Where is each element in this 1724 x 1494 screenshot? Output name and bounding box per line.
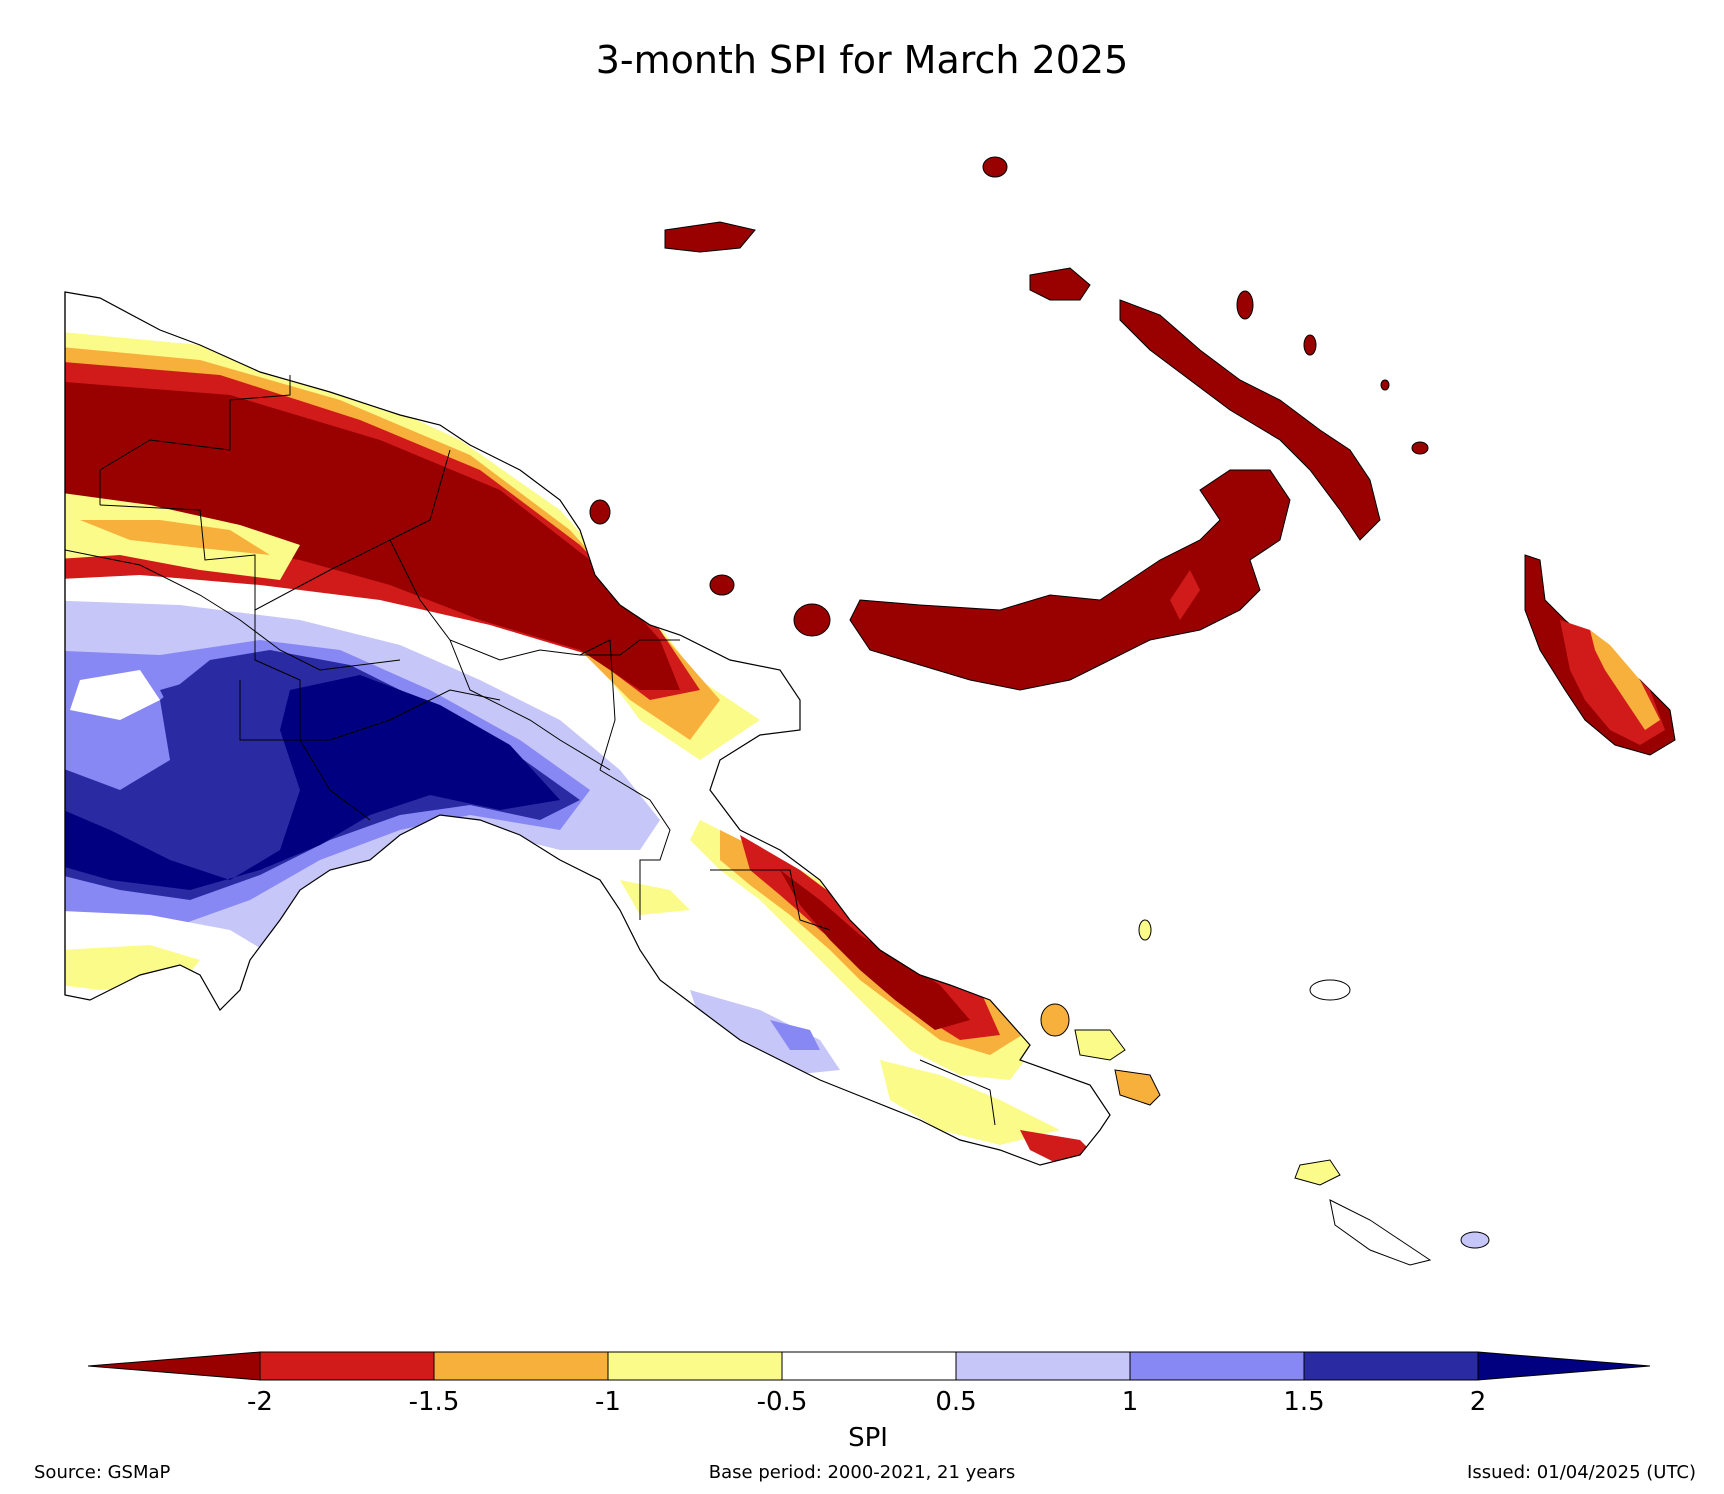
colorbar-arrow-min — [87, 1351, 261, 1381]
colorbar-bin — [259, 1351, 435, 1381]
colorbar-tick-label: -1.5 — [409, 1387, 460, 1417]
base-period-text: Base period: 2000-2021, 21 years — [708, 1462, 1016, 1483]
issued-text: Issued: 01/04/2025 (UTC) — [1467, 1462, 1696, 1483]
colorbar-arrow-max — [1477, 1351, 1651, 1381]
source-text: Source: GSMaP — [34, 1462, 171, 1483]
colorbar-bin — [781, 1351, 957, 1381]
province-boundaries — [64, 375, 996, 1126]
colorbar-tick-label: 1 — [1122, 1387, 1139, 1417]
colorbar-tick-label: 2 — [1470, 1387, 1487, 1417]
colorbar-label: SPI — [848, 1423, 888, 1453]
colorbar-tick-label: -0.5 — [757, 1387, 808, 1417]
colorbar-bin — [433, 1351, 609, 1381]
colorbar-tick-label: -2 — [247, 1387, 273, 1417]
colorbar-bin — [1129, 1351, 1305, 1381]
colorbar-tick-label: 0.5 — [935, 1387, 976, 1417]
colorbar-tick-label: -1 — [595, 1387, 621, 1417]
colorbar-bin — [607, 1351, 783, 1381]
colorbar-tick-label: 1.5 — [1283, 1387, 1324, 1417]
islands — [589, 156, 1676, 1266]
colorbar-bin — [1303, 1351, 1479, 1381]
colorbar-bin — [955, 1351, 1131, 1381]
map-title: 3-month SPI for March 2025 — [595, 38, 1129, 82]
